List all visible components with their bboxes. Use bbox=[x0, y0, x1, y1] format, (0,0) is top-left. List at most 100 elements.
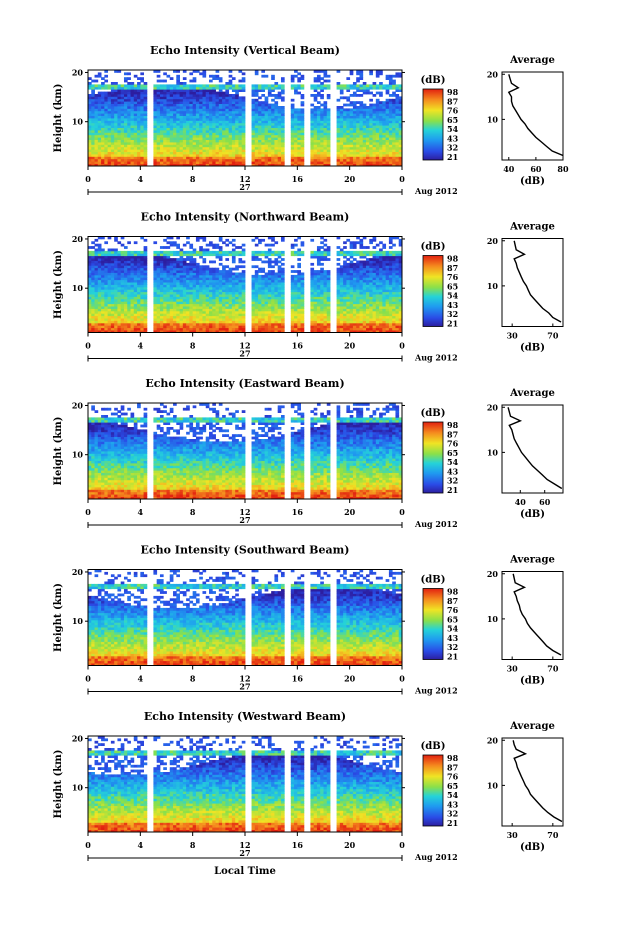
heatmap-cell bbox=[362, 132, 367, 136]
heatmap-cell bbox=[110, 137, 115, 140]
heatmap-cell bbox=[130, 98, 135, 102]
heatmap-cell bbox=[110, 154, 115, 157]
heatmap-cell bbox=[127, 154, 131, 157]
heatmap-cell bbox=[241, 284, 246, 288]
heatmap-cell bbox=[192, 125, 197, 128]
heatmap-cell bbox=[241, 260, 246, 264]
heatmap-cell bbox=[195, 149, 200, 152]
heatmap-cell bbox=[280, 154, 285, 157]
heatmap-cell bbox=[159, 122, 164, 126]
heatmap-cell bbox=[104, 267, 109, 271]
heatmap-cell bbox=[179, 322, 184, 326]
heatmap-cell bbox=[130, 277, 135, 281]
heatmap-cell bbox=[264, 146, 269, 150]
heatmap-cell bbox=[101, 279, 105, 283]
heatmap-cell bbox=[231, 120, 236, 124]
heatmap-cell bbox=[117, 130, 122, 133]
heatmap-cell bbox=[241, 89, 246, 92]
heatmap-cell bbox=[163, 158, 167, 162]
heatmap-cell bbox=[385, 125, 390, 128]
heatmap-cell bbox=[91, 315, 95, 319]
heatmap-cell bbox=[280, 163, 285, 167]
heatmap-cell bbox=[372, 82, 377, 85]
heatmap-cell bbox=[264, 144, 269, 148]
heatmap-cell bbox=[267, 146, 272, 150]
heatmap-cell bbox=[277, 308, 282, 312]
heatmap-cell bbox=[241, 291, 246, 295]
heatmap-cell bbox=[277, 267, 282, 271]
heatmap-cell bbox=[326, 113, 331, 116]
heatmap-cell bbox=[228, 308, 233, 312]
heatmap-cell bbox=[114, 106, 118, 109]
heatmap-cell bbox=[362, 82, 367, 85]
heatmap-cell bbox=[388, 122, 393, 126]
heatmap-cell bbox=[212, 89, 216, 92]
heatmap-cell bbox=[169, 315, 174, 319]
heatmap-cell bbox=[202, 94, 207, 97]
heatmap-cell bbox=[280, 238, 285, 242]
heatmap-cell bbox=[310, 115, 315, 119]
heatmap-cell bbox=[91, 103, 95, 107]
heatmap-cell bbox=[290, 98, 295, 102]
heatmap-cell bbox=[120, 274, 125, 278]
heatmap-cell bbox=[362, 158, 367, 162]
heatmap-cell bbox=[297, 122, 302, 126]
heatmap-cell bbox=[280, 151, 285, 155]
heatmap-cell bbox=[241, 163, 246, 167]
heatmap-cell bbox=[241, 86, 246, 90]
heatmap-cell bbox=[261, 277, 266, 281]
heatmap-cell bbox=[110, 110, 115, 114]
heatmap-cell bbox=[375, 74, 380, 78]
heatmap-cell bbox=[117, 315, 122, 319]
heatmap-cell bbox=[271, 118, 275, 121]
heatmap-cell bbox=[356, 120, 360, 124]
heatmap-cell bbox=[274, 318, 279, 321]
heatmap-cell bbox=[267, 327, 272, 331]
heatmap-cell bbox=[277, 284, 282, 288]
heatmap-cell bbox=[186, 96, 190, 100]
heatmap-cell bbox=[123, 84, 128, 88]
heatmap-cell bbox=[346, 151, 351, 155]
heatmap-cell bbox=[382, 106, 387, 109]
heatmap-cell bbox=[117, 154, 122, 157]
heatmap-cell bbox=[133, 279, 138, 283]
heatmap-cell bbox=[179, 277, 184, 281]
heatmap-cell bbox=[114, 320, 118, 324]
heatmap-cell bbox=[176, 139, 180, 143]
heatmap-cell bbox=[254, 270, 259, 273]
colorbar-tick-label: 43 bbox=[447, 133, 459, 143]
heatmap-cell bbox=[176, 262, 180, 266]
heatmap-cell bbox=[212, 286, 216, 290]
heatmap-cell bbox=[169, 91, 174, 95]
heatmap-cell bbox=[101, 127, 105, 131]
heatmap-cell bbox=[222, 132, 226, 136]
heatmap-cell bbox=[140, 151, 145, 155]
heatmap-cell bbox=[280, 313, 285, 317]
heatmap-cell bbox=[186, 106, 190, 109]
heatmap-cell bbox=[225, 96, 230, 100]
heatmap-cell bbox=[264, 298, 269, 302]
heatmap-cell bbox=[127, 291, 131, 295]
heatmap-cell bbox=[97, 277, 102, 281]
heatmap-cell bbox=[179, 296, 184, 300]
heatmap-cell bbox=[182, 301, 187, 305]
heatmap-cell bbox=[202, 98, 207, 102]
heatmap-cell bbox=[166, 322, 171, 326]
heatmap-cell bbox=[173, 84, 177, 88]
heatmap-cell bbox=[169, 89, 174, 92]
heatmap-cell bbox=[290, 277, 295, 281]
heatmap-cell bbox=[107, 313, 112, 317]
heatmap-cell bbox=[392, 118, 396, 121]
heatmap-cell bbox=[222, 265, 226, 269]
heatmap-cell bbox=[300, 115, 305, 119]
heatmap-cell bbox=[179, 320, 184, 324]
heatmap-cell bbox=[133, 306, 138, 309]
heatmap-cell bbox=[366, 84, 370, 88]
heatmap-cell bbox=[199, 151, 203, 155]
heatmap-cell bbox=[222, 284, 226, 288]
heatmap-cell bbox=[231, 325, 236, 329]
heatmap-cell bbox=[97, 289, 102, 293]
heatmap-cell bbox=[169, 303, 174, 307]
heatmap-cell bbox=[182, 144, 187, 148]
heatmap-cell bbox=[235, 284, 239, 288]
